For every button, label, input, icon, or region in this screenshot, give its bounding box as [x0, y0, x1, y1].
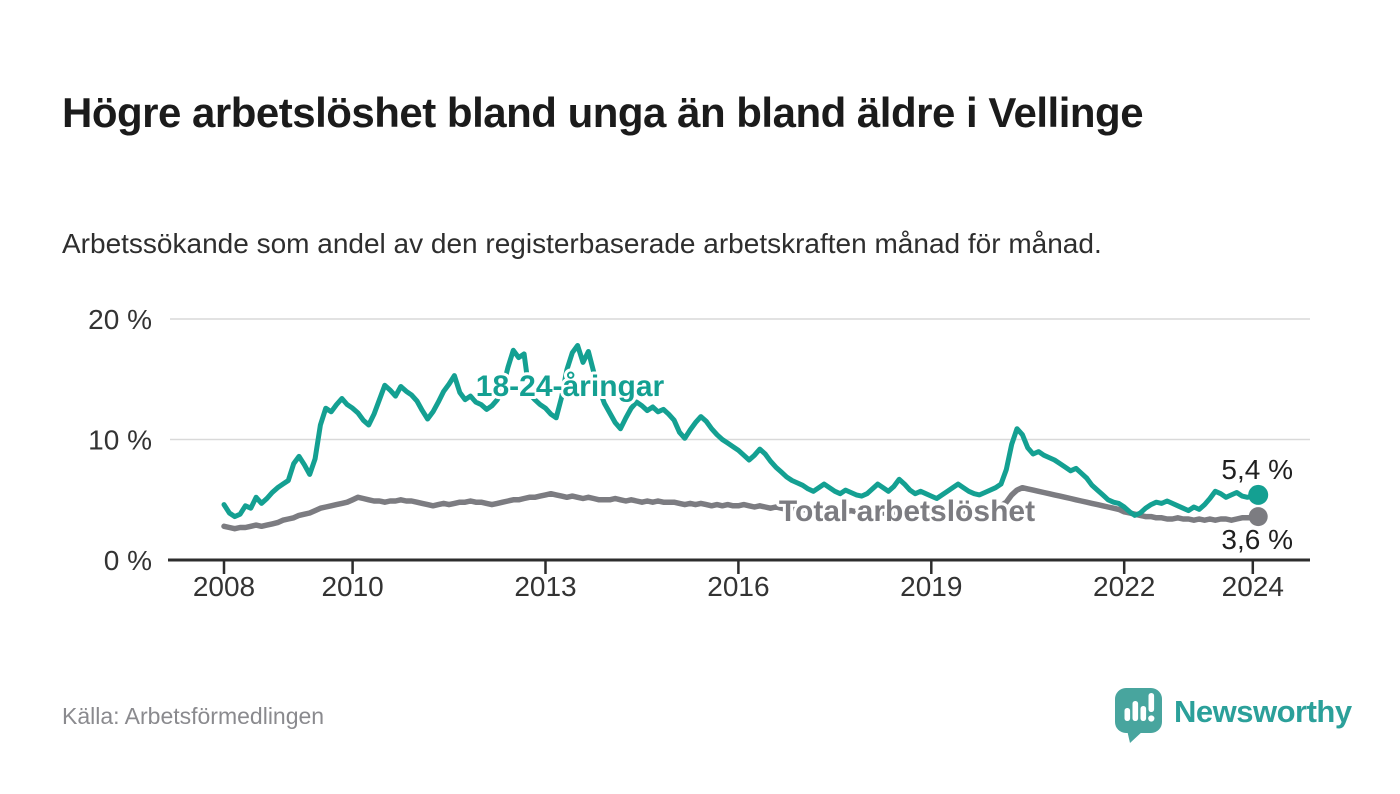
source-note: Källa: Arbetsförmedlingen	[62, 703, 325, 729]
y-tick-label: 20 %	[88, 304, 152, 335]
bar-3	[1140, 706, 1147, 721]
brand-wordmark: Newsworthy	[1174, 694, 1352, 729]
bar-2	[1132, 701, 1139, 721]
chart-subtitle: Arbetssökande som andel av den registerb…	[62, 228, 1102, 259]
x-tick-label: 2016	[707, 571, 769, 602]
series-label-youth: 18-24-åringar	[476, 370, 665, 403]
end-dots	[1248, 484, 1269, 527]
series-label-total: Total arbetslöshet	[779, 495, 1035, 528]
youth-line	[221, 343, 1261, 520]
speech-bubble	[1115, 688, 1162, 733]
bar-1	[1124, 708, 1131, 721]
y-tick-label: 10 %	[88, 425, 152, 456]
page-title: Högre arbetslöshet bland unga än bland ä…	[62, 89, 1144, 137]
exclamation-bar	[1148, 693, 1155, 712]
exclamation-dot	[1148, 715, 1155, 722]
total-end-dot	[1248, 507, 1268, 527]
speech-bubble-tail	[1127, 730, 1144, 743]
x-tick-label: 2010	[321, 571, 383, 602]
end-value-label-youth: 5,4 %	[1221, 454, 1293, 485]
end-value-label-total: 3,6 %	[1221, 524, 1293, 555]
gridlines	[170, 318, 1310, 441]
x-tick-label: 2022	[1093, 571, 1155, 602]
data-lines	[221, 343, 1261, 532]
y-tick-label: 0 %	[104, 545, 152, 576]
x-axis	[168, 558, 1310, 574]
x-tick-label: 2013	[514, 571, 576, 602]
newsworthy-speech-bubble-bar-chart-icon	[1115, 688, 1162, 743]
x-tick-label: 2019	[900, 571, 962, 602]
brand-footer: Newsworthy	[1113, 686, 1352, 744]
axis-labels: 0 % 10 % 20 % 2008 2010 2013 2016 2019 2022 2024	[88, 304, 1284, 602]
x-tick-label: 2024	[1222, 571, 1284, 602]
x-tick-label: 2008	[193, 571, 255, 602]
youth-end-dot	[1248, 484, 1269, 505]
total-line	[221, 484, 1261, 532]
